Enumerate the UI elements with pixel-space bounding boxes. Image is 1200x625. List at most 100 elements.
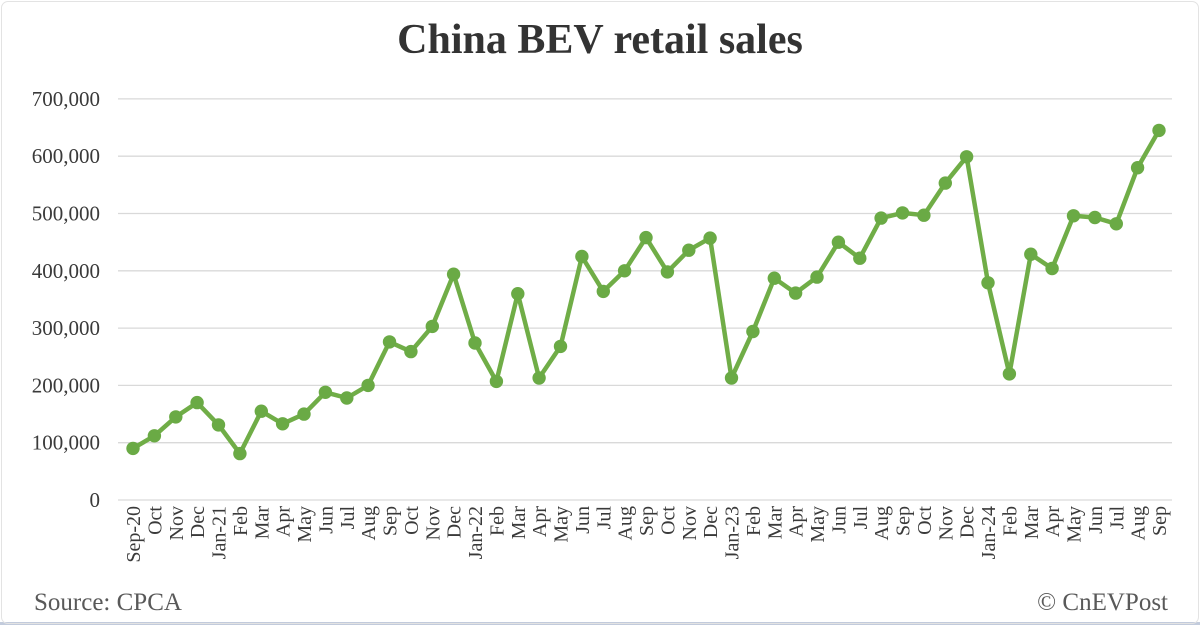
x-axis-tick-label: Apr — [273, 506, 295, 537]
x-axis-tick-label: Jun — [1085, 506, 1107, 534]
x-axis-tick-label: Apr — [1042, 506, 1064, 537]
data-point — [981, 276, 995, 290]
data-point — [211, 418, 226, 432]
y-axis-ticks: 0 100,000 200,000 300,000 400,000 500,000 600,… — [32, 87, 100, 512]
data-point — [468, 336, 482, 350]
x-axis-tick-label: Oct — [401, 506, 423, 535]
data-point — [1152, 123, 1166, 138]
data-point — [511, 287, 525, 301]
data-point — [318, 385, 333, 399]
x-axis-tick-label: Sep — [636, 506, 658, 536]
y-axis-tick-label: 400,000 — [32, 259, 100, 283]
x-axis-tick-label: Nov — [422, 506, 444, 540]
y-axis-tick-label: 300,000 — [32, 316, 100, 340]
x-axis-tick-label: Oct — [144, 506, 166, 535]
x-axis-tick-label: Dec — [700, 506, 722, 538]
x-axis-tick-label: Mar — [508, 506, 530, 540]
x-axis-tick-label: Sep-20 — [123, 506, 145, 563]
x-axis-tick-label: Jan-23 — [722, 506, 744, 559]
sales-line — [130, 128, 1162, 456]
data-point — [831, 235, 846, 249]
data-point — [233, 446, 247, 461]
data-point — [895, 206, 910, 220]
data-point — [1002, 367, 1017, 381]
y-axis-tick-label: 500,000 — [32, 202, 100, 226]
x-axis-tick-label: Jan-22 — [465, 506, 487, 559]
x-axis-tick-label: Nov — [935, 506, 957, 540]
x-axis-tick-label: Jul — [850, 506, 872, 530]
x-axis-tick-label: Nov — [166, 506, 188, 540]
x-axis-tick-label: Feb — [486, 506, 508, 536]
data-point — [404, 344, 418, 359]
x-axis-tick-label: Jul — [337, 506, 359, 530]
x-axis-tick-label: Jan-21 — [209, 506, 231, 559]
x-axis-tick-label: Mar — [251, 506, 273, 540]
data-point — [275, 417, 290, 431]
data-point — [639, 230, 653, 245]
data-point — [810, 270, 824, 284]
data-point — [147, 429, 162, 443]
x-axis-tick-label: Aug — [358, 506, 380, 540]
data-point — [382, 335, 397, 349]
x-axis-tick-label: May — [551, 506, 573, 543]
x-axis-tick-label: Jun — [315, 506, 337, 534]
data-point — [1109, 217, 1124, 231]
data-point — [724, 371, 739, 385]
x-axis-tick-label: Apr — [786, 506, 808, 537]
x-axis-tick-label: Jul — [593, 506, 615, 530]
x-axis-tick-label: May — [294, 506, 316, 543]
data-point — [853, 251, 867, 265]
x-axis-tick-label: Sep — [1149, 506, 1171, 536]
x-axis-tick-label: Nov — [679, 506, 701, 540]
data-point — [959, 150, 974, 164]
data-point — [767, 271, 781, 285]
y-axis-tick-label: 600,000 — [32, 144, 100, 168]
y-axis-tick-label: 200,000 — [32, 373, 100, 397]
data-point — [938, 176, 952, 190]
data-point — [1045, 261, 1059, 276]
y-axis-tick-label: 700,000 — [32, 87, 100, 111]
data-point — [1024, 247, 1038, 261]
data-point — [489, 374, 504, 389]
data-point — [1066, 209, 1081, 223]
x-axis-tick-label: Mar — [764, 506, 786, 540]
data-point — [254, 404, 268, 418]
data-point — [917, 208, 931, 222]
x-axis-tick-label: Aug — [871, 506, 893, 540]
x-axis-tick-label: Aug — [1128, 506, 1150, 540]
x-axis-tick-label: Dec — [187, 506, 209, 538]
x-axis-tick-label: Jul — [1106, 506, 1128, 530]
data-point — [190, 395, 204, 410]
data-point — [446, 267, 461, 281]
x-axis-ticks: Sep-20 Oct Nov Dec Jan-21 Feb Mar Apr May Jun Jul A… — [123, 506, 1171, 563]
x-axis-tick-label: Dec — [957, 506, 979, 538]
x-axis-tick-label: Sep — [893, 506, 915, 536]
data-point — [340, 391, 354, 405]
x-axis-tick-label: Apr — [529, 506, 551, 537]
data-point — [788, 286, 803, 300]
data-point — [361, 378, 375, 393]
x-axis-tick-label: Sep — [380, 506, 402, 536]
data-point — [660, 265, 675, 279]
x-axis-tick-label: Feb — [230, 506, 252, 536]
gridlines — [118, 98, 1172, 501]
data-point — [617, 264, 632, 278]
data-point — [874, 211, 888, 225]
x-axis-tick-label: Oct — [914, 506, 936, 535]
x-axis-tick-label: Aug — [615, 506, 637, 540]
data-points — [126, 123, 1166, 461]
data-point — [575, 249, 589, 264]
x-axis-tick-label: Dec — [444, 506, 466, 538]
source-label: Source: CPCA — [34, 589, 182, 616]
data-point — [532, 371, 546, 385]
data-point — [425, 319, 439, 334]
data-point — [1088, 210, 1102, 225]
data-point — [596, 284, 610, 299]
data-point — [553, 339, 568, 354]
data-point — [1130, 161, 1145, 175]
data-point — [297, 407, 311, 421]
x-axis-tick-label: May — [807, 506, 829, 543]
data-point — [703, 231, 717, 245]
